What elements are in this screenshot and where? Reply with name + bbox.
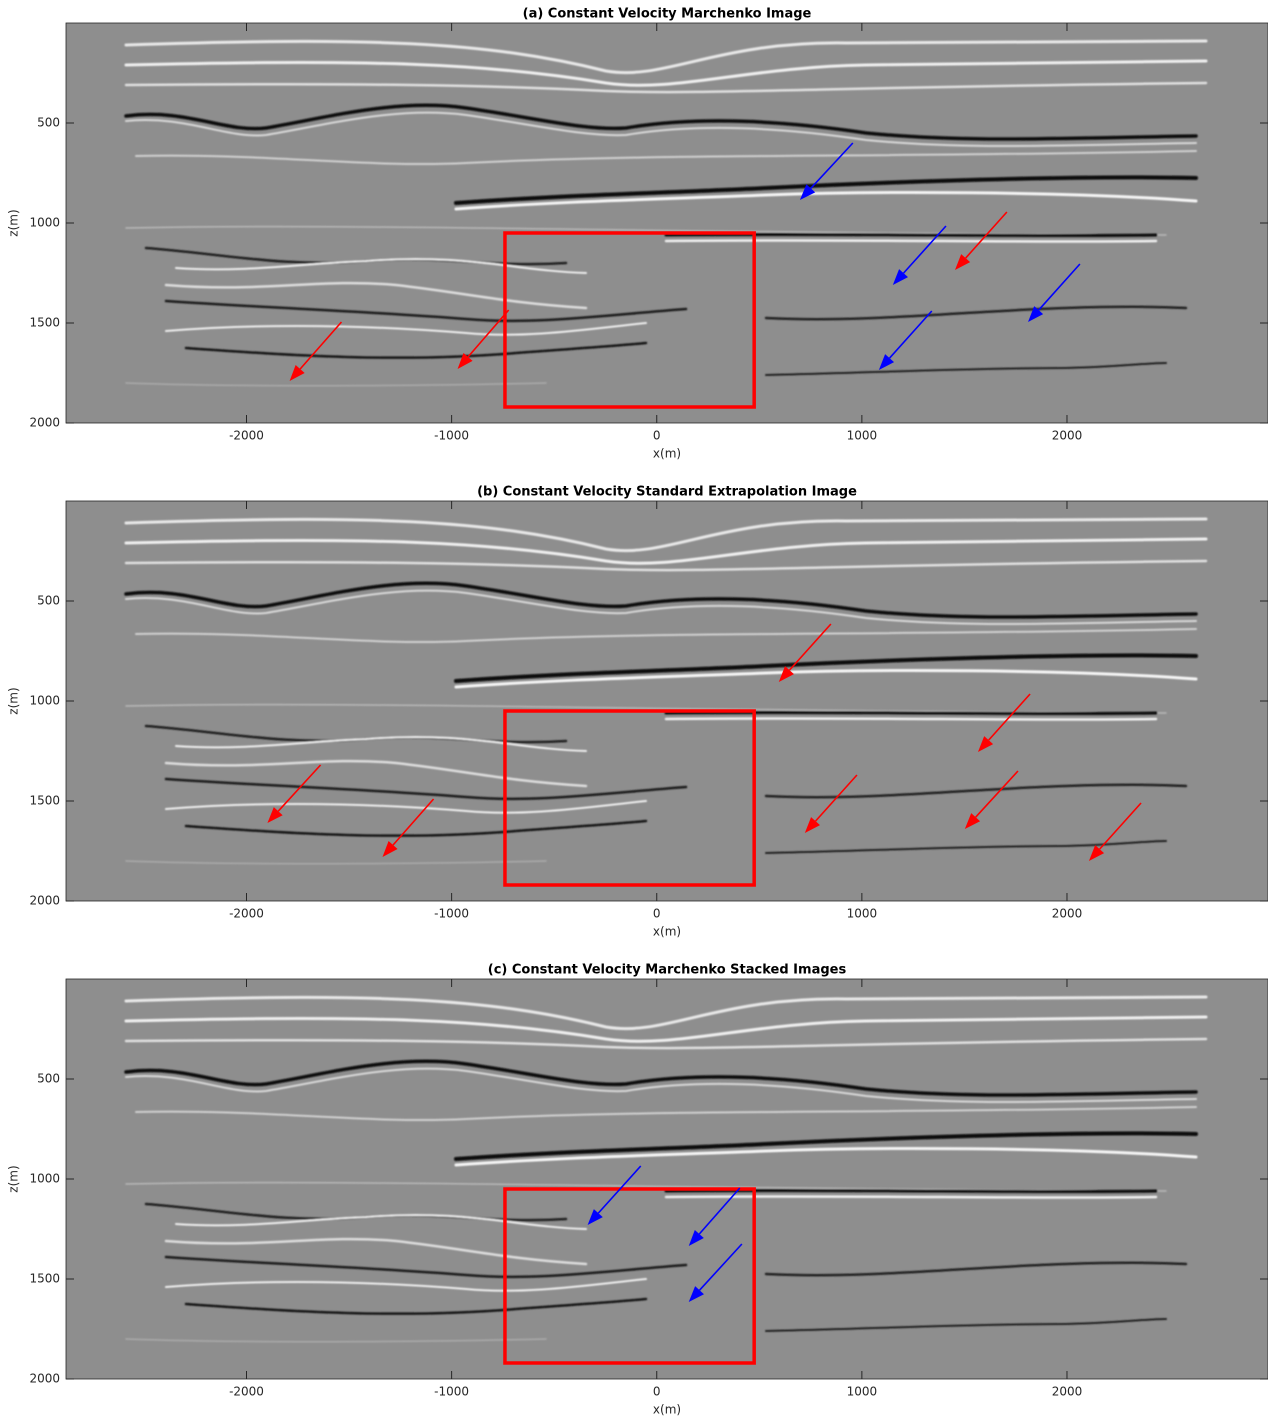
y-axis-label: z(m) [7, 209, 21, 236]
arrow-head [457, 352, 473, 369]
y-tick-label: 500 [37, 1072, 60, 1086]
arrow-head [878, 354, 895, 370]
x-tick-label: -1000 [434, 429, 469, 443]
x-axis-label: x(m) [653, 925, 681, 939]
arrow-shaft [1038, 263, 1081, 311]
arrow-shaft [698, 1243, 743, 1291]
arrow-head [1028, 306, 1044, 322]
arrow-head [778, 666, 794, 682]
arrow-shaft [988, 693, 1031, 741]
arrow-head [688, 1286, 704, 1302]
panel-title: (b) Constant Velocity Standard Extrapola… [477, 485, 857, 500]
y-tick-label: 1500 [29, 316, 60, 330]
arrow-shaft [810, 142, 854, 189]
highlight-box [503, 709, 756, 887]
arrow-shaft [698, 1187, 741, 1235]
panel: (b) Constant Velocity Standard Extrapola… [7, 485, 1268, 939]
arrow-head [1088, 845, 1105, 861]
arrow-head [954, 254, 971, 270]
arrow-shaft [277, 764, 322, 812]
arrow-head [289, 365, 305, 381]
x-axis-label: x(m) [653, 1403, 681, 1417]
y-axis-label: z(m) [7, 1165, 21, 1192]
x-tick-label: 2000 [1052, 1385, 1083, 1399]
arrow-head [267, 807, 283, 823]
arrow-shaft [467, 309, 510, 358]
arrow-shaft [975, 770, 1019, 818]
arrow-shaft [597, 1165, 642, 1214]
x-axis-label: x(m) [653, 447, 681, 461]
seismic-image [66, 501, 1268, 901]
x-tick-label: -2000 [229, 1385, 264, 1399]
y-tick-label: 1000 [29, 694, 60, 708]
arrow-shaft [902, 225, 947, 274]
y-tick-label: 1500 [29, 1272, 60, 1286]
highlight-box [503, 231, 756, 409]
y-tick-label: 500 [37, 594, 60, 608]
x-tick-label: 0 [653, 429, 661, 443]
arrow-head [382, 841, 398, 857]
arrow-shaft [299, 321, 343, 370]
panel-title: (c) Constant Velocity Marchenko Stacked … [488, 963, 847, 978]
x-tick-label: 1000 [847, 429, 878, 443]
arrow-head [804, 817, 820, 833]
arrow-head [977, 736, 994, 752]
arrow-shaft [1099, 802, 1142, 850]
seismic-image [66, 979, 1268, 1379]
x-tick-label: 2000 [1052, 907, 1083, 921]
x-tick-label: -2000 [229, 429, 264, 443]
arrow-shaft [788, 623, 832, 671]
y-tick-label: 2000 [29, 894, 60, 908]
y-tick-label: 1000 [29, 216, 60, 230]
y-axis-label: z(m) [7, 687, 21, 714]
x-tick-label: -1000 [434, 907, 469, 921]
highlight-box [503, 1187, 756, 1365]
y-tick-label: 1500 [29, 794, 60, 808]
panel: (c) Constant Velocity Marchenko Stacked … [7, 963, 1268, 1417]
arrow-shaft [392, 798, 435, 846]
y-tick-label: 2000 [29, 416, 60, 430]
arrow-shaft [814, 774, 858, 822]
x-tick-label: 0 [653, 907, 661, 921]
x-tick-label: 0 [653, 1385, 661, 1399]
x-tick-label: 1000 [847, 1385, 878, 1399]
x-tick-label: -1000 [434, 1385, 469, 1399]
panel-title: (a) Constant Velocity Marchenko Image [523, 7, 812, 22]
arrow-head [688, 1230, 704, 1246]
arrow-shaft [888, 310, 933, 359]
seismic-image [66, 23, 1268, 423]
x-tick-label: 1000 [847, 907, 878, 921]
arrow-head [587, 1209, 603, 1225]
y-tick-label: 500 [37, 116, 60, 130]
panel: (a) Constant Velocity Marchenko Image x(m… [7, 7, 1268, 461]
x-tick-label: -2000 [229, 907, 264, 921]
arrow-head [799, 184, 816, 200]
arrow-head [892, 269, 909, 285]
y-tick-label: 1000 [29, 1172, 60, 1186]
arrow-shaft [965, 211, 1008, 259]
y-tick-label: 2000 [29, 1372, 60, 1386]
arrow-head [964, 813, 981, 829]
x-tick-label: 2000 [1052, 429, 1083, 443]
